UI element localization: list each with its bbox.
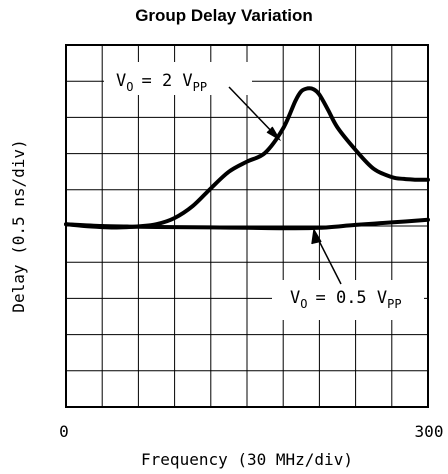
chart-title: Group Delay Variation [135,6,313,25]
x-axis-label: Frequency (30 MHz/div) [141,450,353,469]
x-tick-label-min: 0 [59,422,69,441]
series-line-05vpp [64,217,430,231]
curves [64,86,430,231]
y-axis-label: Delay (0.5 ns/div) [9,139,28,312]
arrow-2v [228,86,282,142]
x-tick-label-max: 300 [415,422,444,441]
label-mask-05v [272,280,424,320]
series-label-2v: VO = 2 VPP [116,71,207,94]
label-mask-2v [104,62,252,95]
arrow-05v [311,227,342,285]
series-label-05v: VO = 0.5 VPP [290,288,402,311]
